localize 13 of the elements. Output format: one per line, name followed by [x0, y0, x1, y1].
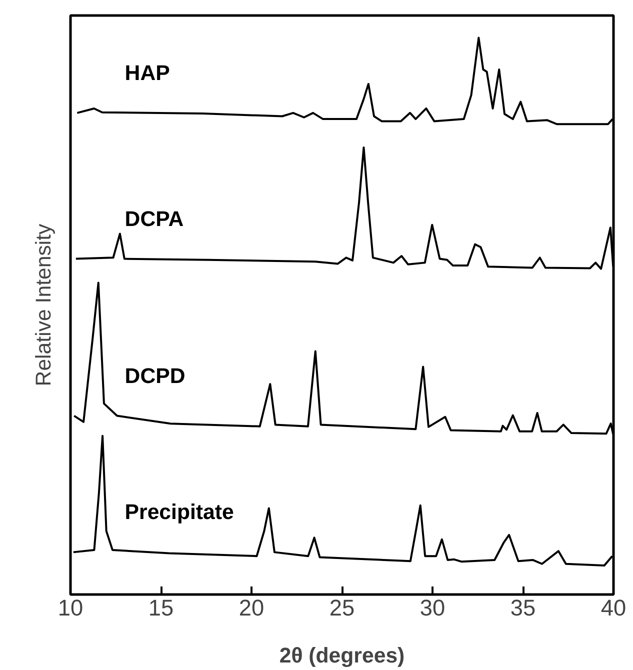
series-label: DCPA — [124, 206, 184, 231]
series-label: DCPD — [124, 364, 186, 388]
y-axis-title: Relative Intensity — [32, 223, 56, 386]
series-label: HAP — [124, 60, 170, 85]
x-tick-label: 20 — [238, 594, 264, 620]
x-tick-label: 25 — [329, 594, 355, 620]
x-tick-label: 10 — [58, 594, 84, 620]
x-axis-title: 2θ (degrees) — [279, 644, 405, 668]
x-tick-label: 15 — [148, 594, 174, 620]
x-tick-label: 30 — [420, 594, 446, 620]
series-label: Precipitate — [124, 500, 234, 524]
x-tick-label: 35 — [510, 594, 536, 620]
x-tick-label: 40 — [600, 594, 626, 620]
